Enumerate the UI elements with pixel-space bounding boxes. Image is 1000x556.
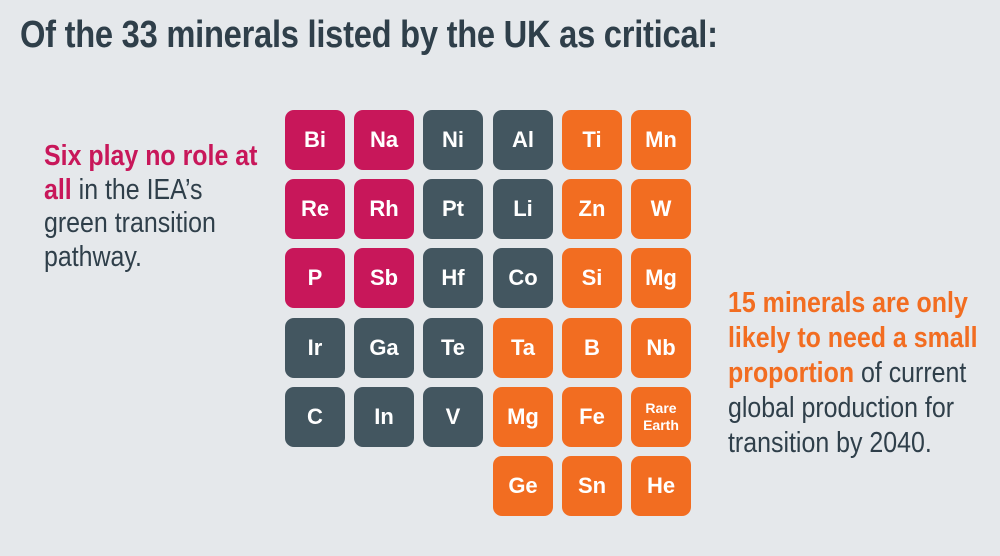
mineral-tile: Sn xyxy=(562,456,622,516)
mineral-tile: Ta xyxy=(493,318,553,378)
mineral-tile: Na xyxy=(354,110,414,170)
mineral-tile: Co xyxy=(493,248,553,308)
mineral-tile: Pt xyxy=(423,179,483,239)
mineral-tile: Li xyxy=(493,179,553,239)
small-proportion-text: of current global production for transit… xyxy=(728,357,967,460)
mineral-tile: Mg xyxy=(631,248,691,308)
mineral-tile: Rh xyxy=(354,179,414,239)
mineral-tile: Hf xyxy=(423,248,483,308)
mineral-tile: Mn xyxy=(631,110,691,170)
mineral-tile: Rare Earth xyxy=(631,387,691,447)
mineral-tile: C xyxy=(285,387,345,447)
mineral-tile: Al xyxy=(493,110,553,170)
page-title: Of the 33 minerals listed by the UK as c… xyxy=(20,14,718,56)
mineral-tile: B xyxy=(562,318,622,378)
mineral-tile: Ir xyxy=(285,318,345,378)
mineral-tile: Bi xyxy=(285,110,345,170)
no-role-text: in the IEA’s green transition pathway. xyxy=(44,173,216,273)
mineral-tile: He xyxy=(631,456,691,516)
small-proportion-caption: 15 minerals are only likely to need a sm… xyxy=(728,286,986,461)
mineral-tile: P xyxy=(285,248,345,308)
no-role-caption: Six play no role at all in the IEA’s gre… xyxy=(44,140,268,275)
mineral-tile: Re xyxy=(285,179,345,239)
mineral-tile: Sb xyxy=(354,248,414,308)
mineral-tile: Te xyxy=(423,318,483,378)
no-role-highlight: Six play no role at all xyxy=(44,140,258,206)
mineral-tile: Zn xyxy=(562,179,622,239)
small-proportion-highlight: 15 minerals are only likely to need a sm… xyxy=(728,287,978,390)
mineral-tile: W xyxy=(631,179,691,239)
mineral-tile: Si xyxy=(562,248,622,308)
mineral-tile: Ga xyxy=(354,318,414,378)
mineral-tile: V xyxy=(423,387,483,447)
mineral-tile: Nb xyxy=(631,318,691,378)
mineral-tile: Ti xyxy=(562,110,622,170)
mineral-tile: Ni xyxy=(423,110,483,170)
mineral-tile: Ge xyxy=(493,456,553,516)
mineral-tile: Fe xyxy=(562,387,622,447)
mineral-tile: Mg xyxy=(493,387,553,447)
mineral-tile: In xyxy=(354,387,414,447)
